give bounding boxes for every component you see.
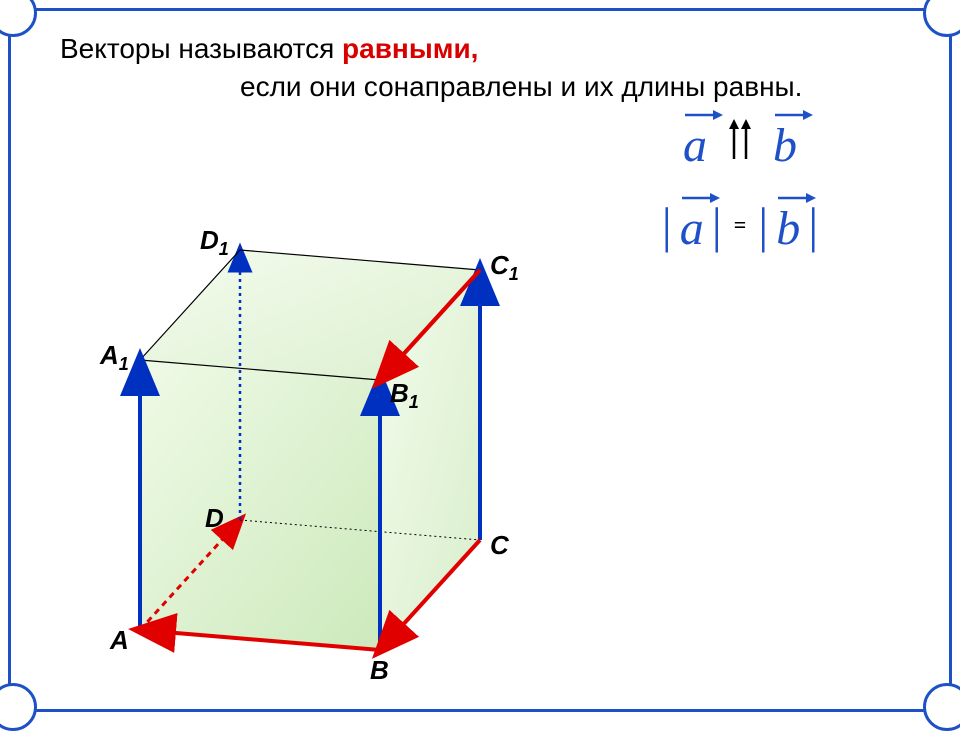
corner-decoration [0,0,37,37]
label-C: C [490,530,509,561]
label-A1: A1 [100,340,129,375]
equals-sign: = [730,212,751,238]
formula-codirectional: a b [590,110,890,173]
vector-b-mag: b [776,193,800,256]
label-B1: B1 [390,378,419,413]
cube-svg [80,230,600,700]
face-front [140,360,380,650]
label-A: A [110,625,129,656]
vector-arrow-icon [776,189,816,203]
title-text: Векторы называются равными, если они сон… [60,30,920,106]
vector-a-letter: a [683,119,707,172]
vector-a-mag: a [680,193,704,256]
vector-arrow-icon [680,189,720,203]
vector-b: b [773,110,797,173]
label-B: B [370,655,389,686]
corner-decoration [923,683,960,731]
title-red: равными, [342,33,478,64]
label-C1: C1 [490,250,519,285]
corner-decoration [0,683,37,731]
cube-diagram: A B C D A1 B1 C1 D1 [80,230,600,700]
vector-arrow-icon [683,106,723,120]
vector-b-letter: b [773,119,797,172]
formula-magnitude: | a | = | b | [590,193,890,256]
codirectional-icon [729,119,751,165]
title-part3: если они сонаправлены и их длины равны. [240,68,802,106]
corner-decoration [923,0,960,37]
formula-area: a b | a | = | b | [590,110,890,256]
abs-bar: | [660,196,674,254]
vector-arrow-icon [773,106,813,120]
abs-bar: | [756,196,770,254]
vector-a: a [683,110,707,173]
abs-bar: | [806,196,820,254]
label-D1: D1 [200,225,229,260]
abs-bar: | [710,196,724,254]
title-part1: Векторы называются [60,33,342,64]
label-D: D [205,503,224,534]
